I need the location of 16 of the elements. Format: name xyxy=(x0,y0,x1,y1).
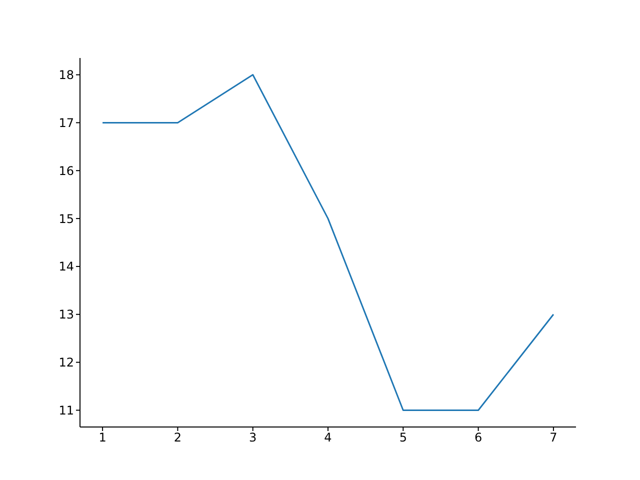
x-tick-label: 4 xyxy=(324,430,332,445)
y-tick-label: 18 xyxy=(58,68,74,82)
y-tick-label: 13 xyxy=(58,308,74,322)
y-tick-label: 14 xyxy=(58,260,74,274)
y-tick-label: 15 xyxy=(58,212,74,226)
x-tick-label: 5 xyxy=(399,430,407,445)
y-tick-label: 17 xyxy=(58,116,74,130)
y-tick-label: 16 xyxy=(58,164,74,178)
x-tick-label: 6 xyxy=(474,430,482,445)
y-tick-label: 11 xyxy=(58,403,74,418)
line-series xyxy=(102,74,554,411)
x-tick-label: 3 xyxy=(249,430,257,445)
x-tick-label: 7 xyxy=(550,430,558,445)
x-tick-label: 2 xyxy=(174,430,182,445)
x-tick-label: 1 xyxy=(98,430,106,445)
y-tick-label: 12 xyxy=(58,356,74,370)
